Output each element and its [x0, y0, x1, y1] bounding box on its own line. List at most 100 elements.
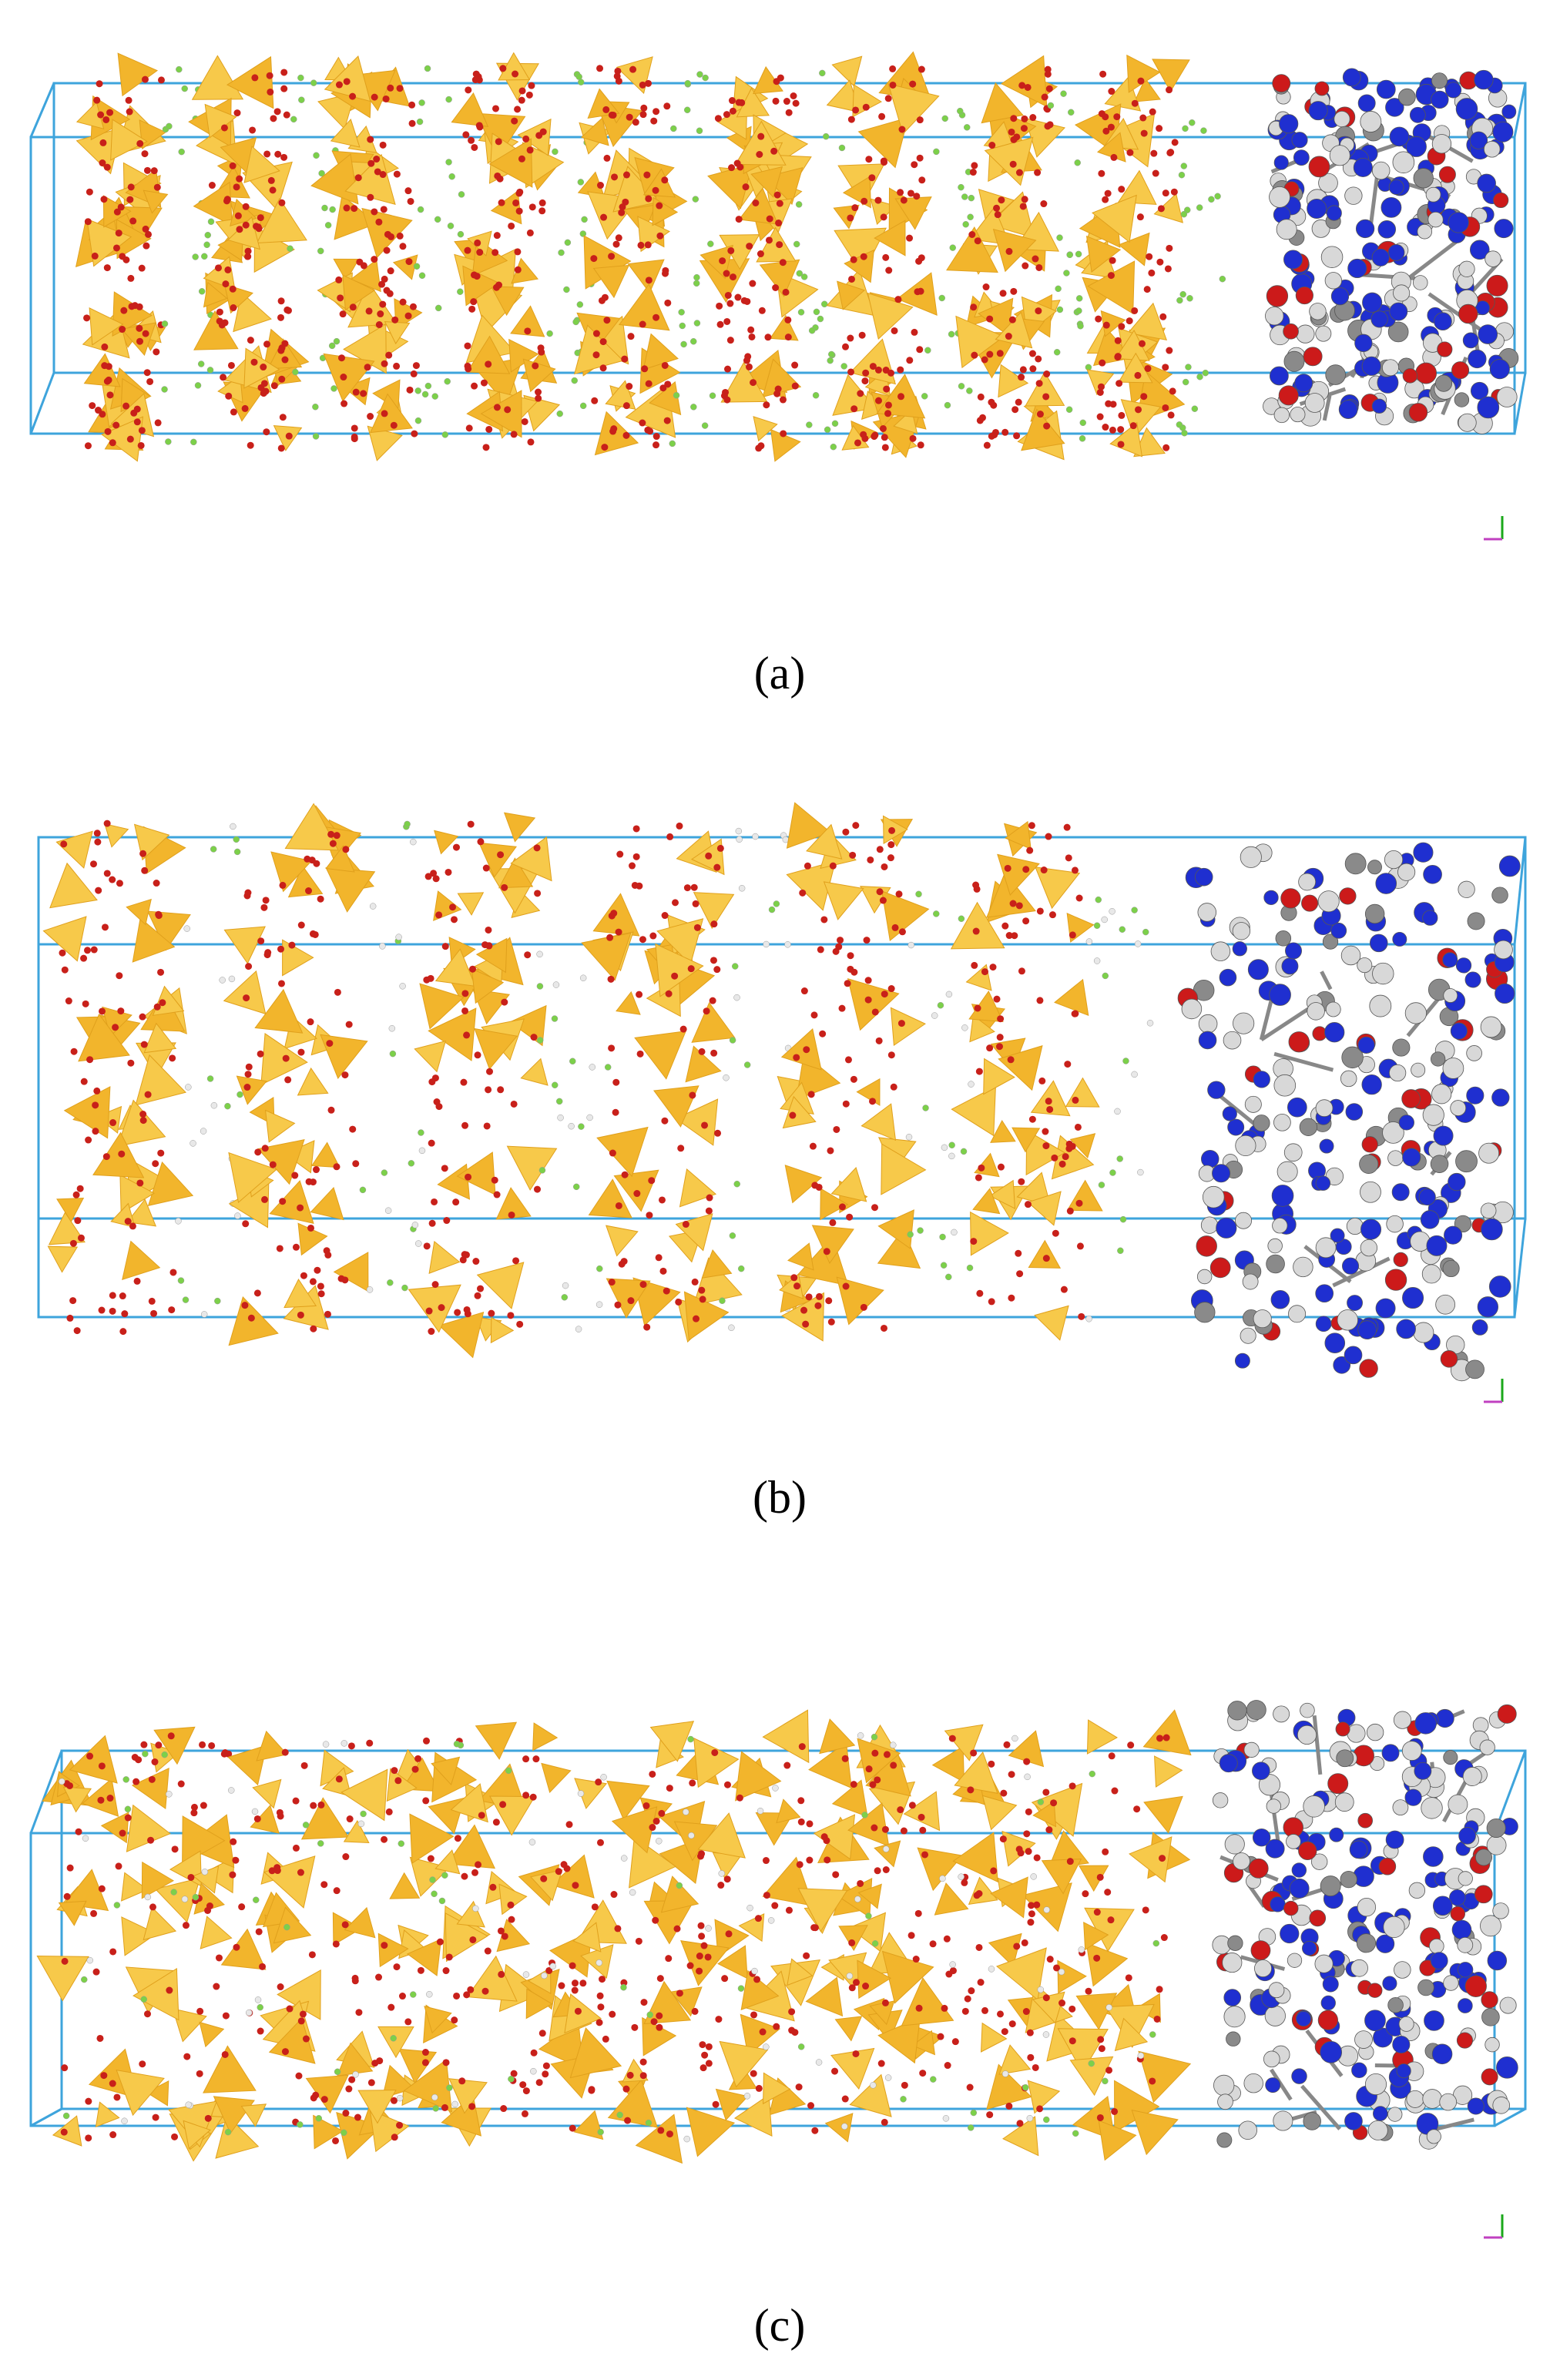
oxygen-atom [722, 388, 730, 396]
interlayer-atom [961, 1024, 968, 1031]
tetrahedron [820, 1188, 849, 1221]
oxygen-atom [789, 1111, 797, 1119]
protein-atom [1283, 323, 1299, 340]
interlayer-atom [1189, 119, 1196, 126]
protein-atom [1246, 1700, 1266, 1720]
interlayer-atom [968, 1081, 975, 1088]
interlayer-atom [1102, 972, 1109, 980]
protein-atom [1456, 2032, 1473, 2049]
oxygen-atom [1060, 1286, 1068, 1293]
interlayer-atom [1114, 1108, 1121, 1115]
oxygen-atom [1045, 85, 1053, 92]
interlayer-atom [257, 2003, 264, 2011]
oxygen-atom [61, 1957, 69, 1965]
oxygen-atom [407, 197, 414, 205]
oxygen-atom [898, 928, 906, 936]
oxygen-atom [148, 1775, 156, 1783]
interlayer-atom [224, 2128, 232, 2136]
oxygen-atom [791, 361, 799, 369]
protein-atom [1492, 2097, 1511, 2114]
oxygen-atom [948, 1735, 956, 1742]
oxygen-atom [975, 1943, 983, 1951]
tetrahedron [282, 939, 314, 977]
interlayer-atom [884, 2074, 892, 2081]
interlayer-atom [228, 975, 236, 983]
oxygen-atom [698, 1850, 706, 1858]
tetrahedron [1021, 408, 1065, 451]
oxygen-atom [620, 1979, 628, 1986]
oxygen-atom [579, 1979, 587, 1987]
protein-atom [1402, 368, 1418, 384]
interlayer-atom [581, 216, 588, 223]
tetrahedron [587, 88, 620, 119]
oxygen-atom [155, 912, 163, 920]
oxygen-atom [491, 249, 499, 256]
oxygen-atom [442, 2059, 450, 2067]
protein-atom [1455, 957, 1472, 974]
oxygen-atom [1022, 262, 1029, 270]
oxygen-atom [637, 241, 645, 249]
tetrahedron [199, 2021, 225, 2048]
oxygen-atom [656, 2023, 663, 2031]
protein-atom [1209, 1257, 1231, 1279]
protein-atom [1196, 1235, 1217, 1257]
tetrahedron [456, 1151, 496, 1196]
oxygen-atom [1075, 1199, 1083, 1207]
oxygen-atom [257, 937, 265, 945]
oxygen-atom [489, 1883, 497, 1891]
oxygen-atom [797, 1797, 805, 1805]
protein-atom [1273, 2110, 1293, 2131]
oxygen-atom [261, 1145, 269, 1152]
oxygen-atom [238, 1903, 246, 1911]
interlayer-atom [411, 1222, 419, 1229]
oxygen-atom [1099, 70, 1107, 78]
interlayer-atom [731, 963, 739, 970]
oxygen-atom [477, 1285, 485, 1292]
axis-triad [1484, 516, 1504, 541]
panel-caption: (c) [754, 2300, 806, 2351]
tetrahedron [330, 118, 361, 148]
tetrahedron [944, 1724, 984, 1762]
interlayer-atom [828, 350, 835, 358]
oxygen-atom [153, 348, 160, 356]
protein-atom [1250, 1940, 1271, 1960]
oxygen-atom [259, 1963, 267, 1970]
tetrahedron [649, 380, 682, 416]
protein-atom [1451, 361, 1470, 380]
oxygen-atom [615, 234, 622, 242]
oxygen-atom [1138, 340, 1146, 347]
oxygen-atom [365, 307, 373, 315]
interlayer-atom [1180, 210, 1188, 218]
oxygen-atom [881, 1999, 889, 2006]
mineral-slab [36, 1709, 1192, 2164]
oxygen-atom [284, 1076, 292, 1084]
interlayer-atom [204, 231, 211, 239]
tetrahedron [1098, 2120, 1137, 2161]
interlayer-atom [1075, 307, 1082, 314]
oxygen-atom [143, 2010, 151, 2018]
oxygen-atom [471, 382, 478, 390]
oxygen-atom [1040, 867, 1048, 874]
oxygen-atom [976, 1289, 984, 1297]
protein-atom [1458, 1827, 1476, 1845]
tetrahedron [867, 292, 914, 340]
protein-atom [1478, 324, 1498, 344]
oxygen-atom [1126, 149, 1134, 156]
interlayer-atom [329, 206, 336, 213]
oxygen-atom [300, 1762, 308, 1769]
tetrahedron [969, 1014, 995, 1043]
oxygen-atom [1071, 1010, 1079, 1017]
oxygen-atom [650, 2018, 658, 2026]
oxygen-atom [944, 2062, 951, 2070]
oxygen-atom [590, 255, 598, 263]
interlayer-atom [447, 223, 455, 230]
oxygen-atom [495, 138, 502, 146]
interlayer-atom [815, 2059, 823, 2066]
interlayer-atom [941, 1144, 948, 1151]
interlayer-atom [318, 169, 325, 177]
oxygen-atom [666, 833, 674, 840]
interlayer-atom [1105, 2004, 1112, 2011]
protein-atom [1396, 1319, 1416, 1339]
tetrahedron [475, 112, 526, 159]
oxygen-atom [524, 327, 532, 335]
